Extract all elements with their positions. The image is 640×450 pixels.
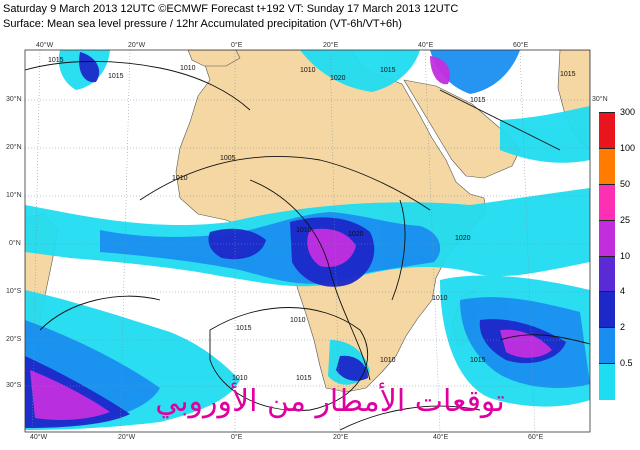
isobar-label: 1010 [432,295,448,302]
iberia-land [187,50,241,67]
isobar-label: 1015 [236,325,252,332]
legend-label: 50 [620,178,631,189]
legend-label: 100 [620,142,636,153]
isobar-label: 1010 [172,175,188,182]
legend-swatch [599,147,615,185]
isobar-labels: 1015 1015 1010 1010 1020 1015 1015 1010 1005 1010… [48,57,576,382]
isobar-label: 1015 [470,97,486,104]
isobar-label: 1010 [180,65,196,72]
isobar-label: 1020 [330,75,346,82]
isobar-label: 1010 [296,227,312,234]
lon-tick: 20°E [333,434,349,441]
overlay-caption: توقعات الأمطار من الأوروبي [155,384,505,419]
isobar-label: 1005 [220,155,236,162]
legend-label: 2 [620,322,626,333]
legend-label: 4 [620,286,626,297]
isobar-label: 1010 [380,357,396,364]
isobar-label: 1015 [470,357,486,364]
chart-title: Saturday 9 March 2013 12UTC ©ECMWF Forec… [3,3,459,15]
lon-tick: 20°W [118,434,136,441]
legend-label: 0.5 [620,358,633,369]
legend-label: 300 [620,107,636,117]
lat-tick: 20°S [6,336,22,343]
isobar-label: 1015 [380,67,396,74]
isobar-label: 1015 [108,73,124,80]
lon-tick: 60°E [528,434,544,441]
lat-tick: 30°N [6,96,22,103]
isobar-label: 1020 [348,231,364,238]
isobar-label: 1010 [232,375,248,382]
legend-swatch [599,255,615,293]
lat-tick: 0°N [9,240,21,247]
lat-tick: 30°S [6,382,22,389]
lon-tick: 40°W [30,434,48,441]
lon-tick: 40°E [418,42,434,49]
legend-label: 10 [620,250,631,261]
lon-tick: 20°E [323,42,339,49]
legend-swatch [599,291,615,329]
lon-tick: 0°E [231,42,243,49]
isobar-label: 1010 [290,317,306,324]
arabia-land [403,79,521,179]
lon-tick: 60°E [513,42,529,49]
lon-tick: 40°E [433,434,449,441]
precip-legend [599,112,615,400]
lon-tick: 0°E [231,434,243,441]
legend-swatch [599,183,615,221]
isobar-label: 1015 [48,57,64,64]
chart-subtitle: Surface: Mean sea level pressure / 12hr … [3,18,402,30]
lat-tick: 10°S [6,288,22,295]
lat-tick: 30°N [592,96,608,103]
lon-tick: 20°W [128,42,146,49]
graticule [25,50,590,432]
isobar-label: 1015 [296,375,312,382]
map-frame [24,49,591,433]
isobar-label: 1015 [560,71,576,78]
lat-tick: 10°N [6,192,22,199]
legend-swatch [599,363,615,400]
lon-tick: 40°W [36,42,54,49]
isobars [25,61,590,431]
legend-swatch [599,112,615,149]
legend-swatch [599,327,615,365]
lat-tick: 20°N [6,144,22,151]
isobar-label: 1010 [300,67,316,74]
legend-swatch [599,219,615,257]
legend-label: 25 [620,214,631,225]
isobar-label: 1020 [455,235,471,242]
